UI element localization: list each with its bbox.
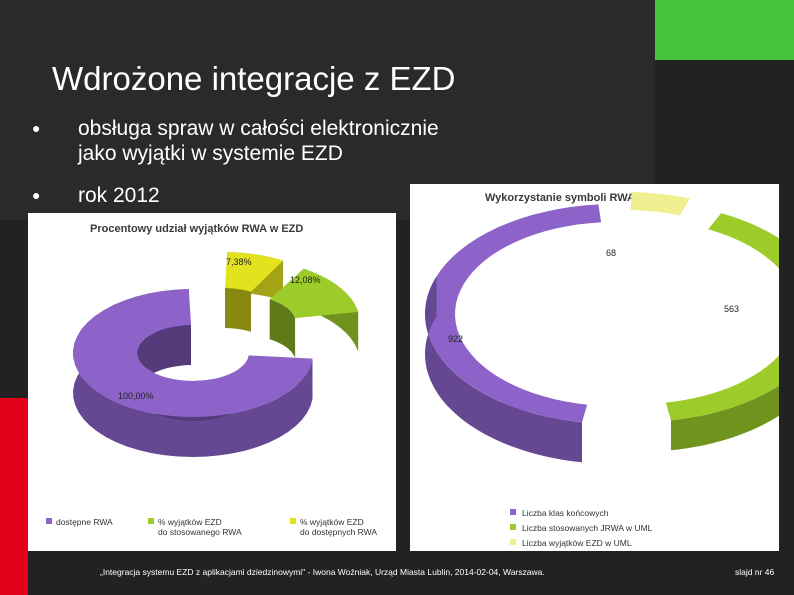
red-accent-block bbox=[0, 398, 28, 595]
ring-segment-dostepne-rwa bbox=[73, 289, 313, 417]
data-label-green: 12,08% bbox=[290, 275, 321, 285]
slide-number: slajd nr 46 bbox=[735, 567, 775, 577]
legend-label: Liczba stosowanych JRWA w UML bbox=[522, 523, 653, 533]
ring-segment-wyjatki-dostepne bbox=[225, 252, 283, 292]
chart-title: Procentowy udział wyjątków RWA w EZD bbox=[90, 223, 303, 235]
legend-label: Liczba wyjątków EZD w UML bbox=[522, 538, 632, 548]
footer-citation: „Integracja systemu EZD z aplikacjami dz… bbox=[100, 567, 545, 577]
chart-panel-rwa-symbols: Wykorzystanie symboli RWA 68 563 922 Liczba … bbox=[410, 184, 779, 551]
data-label-purple: 922 bbox=[448, 334, 463, 344]
legend-label: % wyjątków EZD bbox=[300, 517, 364, 527]
legend-label: do dostępnych RWA bbox=[300, 527, 377, 537]
bullet-dot-icon: ● bbox=[32, 187, 41, 203]
legend-label: % wyjątków EZD bbox=[158, 517, 222, 527]
ring-segment-wyjatki-stosowane bbox=[269, 268, 359, 319]
legend-swatch bbox=[290, 518, 296, 524]
chart-rwa-symbols: Wykorzystanie symboli RWA 68 563 922 Liczba … bbox=[425, 192, 779, 548]
legend-label: do stosowanego RWA bbox=[158, 527, 242, 537]
legend-label: dostępne RWA bbox=[56, 517, 113, 527]
ring-segment-klasy bbox=[425, 204, 602, 423]
data-label-yellow: 68 bbox=[606, 248, 616, 258]
bullet-text: rok 2012 bbox=[78, 184, 160, 207]
legend-label: Liczba klas końcowych bbox=[522, 508, 609, 518]
bullet-text: obsługa spraw w całości elektronicznie ja… bbox=[78, 117, 439, 165]
chart-title: Wykorzystanie symboli RWA bbox=[485, 192, 635, 204]
data-label-green: 563 bbox=[724, 304, 739, 314]
green-accent-block bbox=[655, 0, 794, 60]
slide-title: Wdrożone integracje z EZD bbox=[52, 60, 456, 97]
legend-swatch bbox=[148, 518, 154, 524]
data-label-yellow: 7,38% bbox=[226, 257, 252, 267]
ring-segment-stosowane bbox=[665, 213, 779, 421]
ring-segment-klasy-side bbox=[425, 276, 582, 463]
legend-swatch bbox=[510, 539, 516, 545]
header-band bbox=[0, 0, 655, 220]
legend-swatch bbox=[510, 509, 516, 515]
ring-segment-wyjatki-stosowane-inner-side bbox=[269, 299, 296, 359]
ring-segment-wyjatki bbox=[630, 192, 690, 216]
data-label-purple: 100,00% bbox=[118, 391, 154, 401]
bullet-dot-icon: ● bbox=[32, 120, 41, 136]
legend-swatch bbox=[510, 524, 516, 530]
legend-swatch bbox=[46, 518, 52, 524]
chart-panel-rwa-exceptions: Procentowy udział wyjątków RWA w EZD 7,38… bbox=[28, 213, 396, 551]
chart-rwa-exceptions: Procentowy udział wyjątków RWA w EZD 7,38… bbox=[46, 223, 377, 537]
ring-segment-wyjatki-dostepne-inner-side bbox=[225, 288, 251, 332]
ring-segment-stosowane-side bbox=[671, 385, 779, 451]
